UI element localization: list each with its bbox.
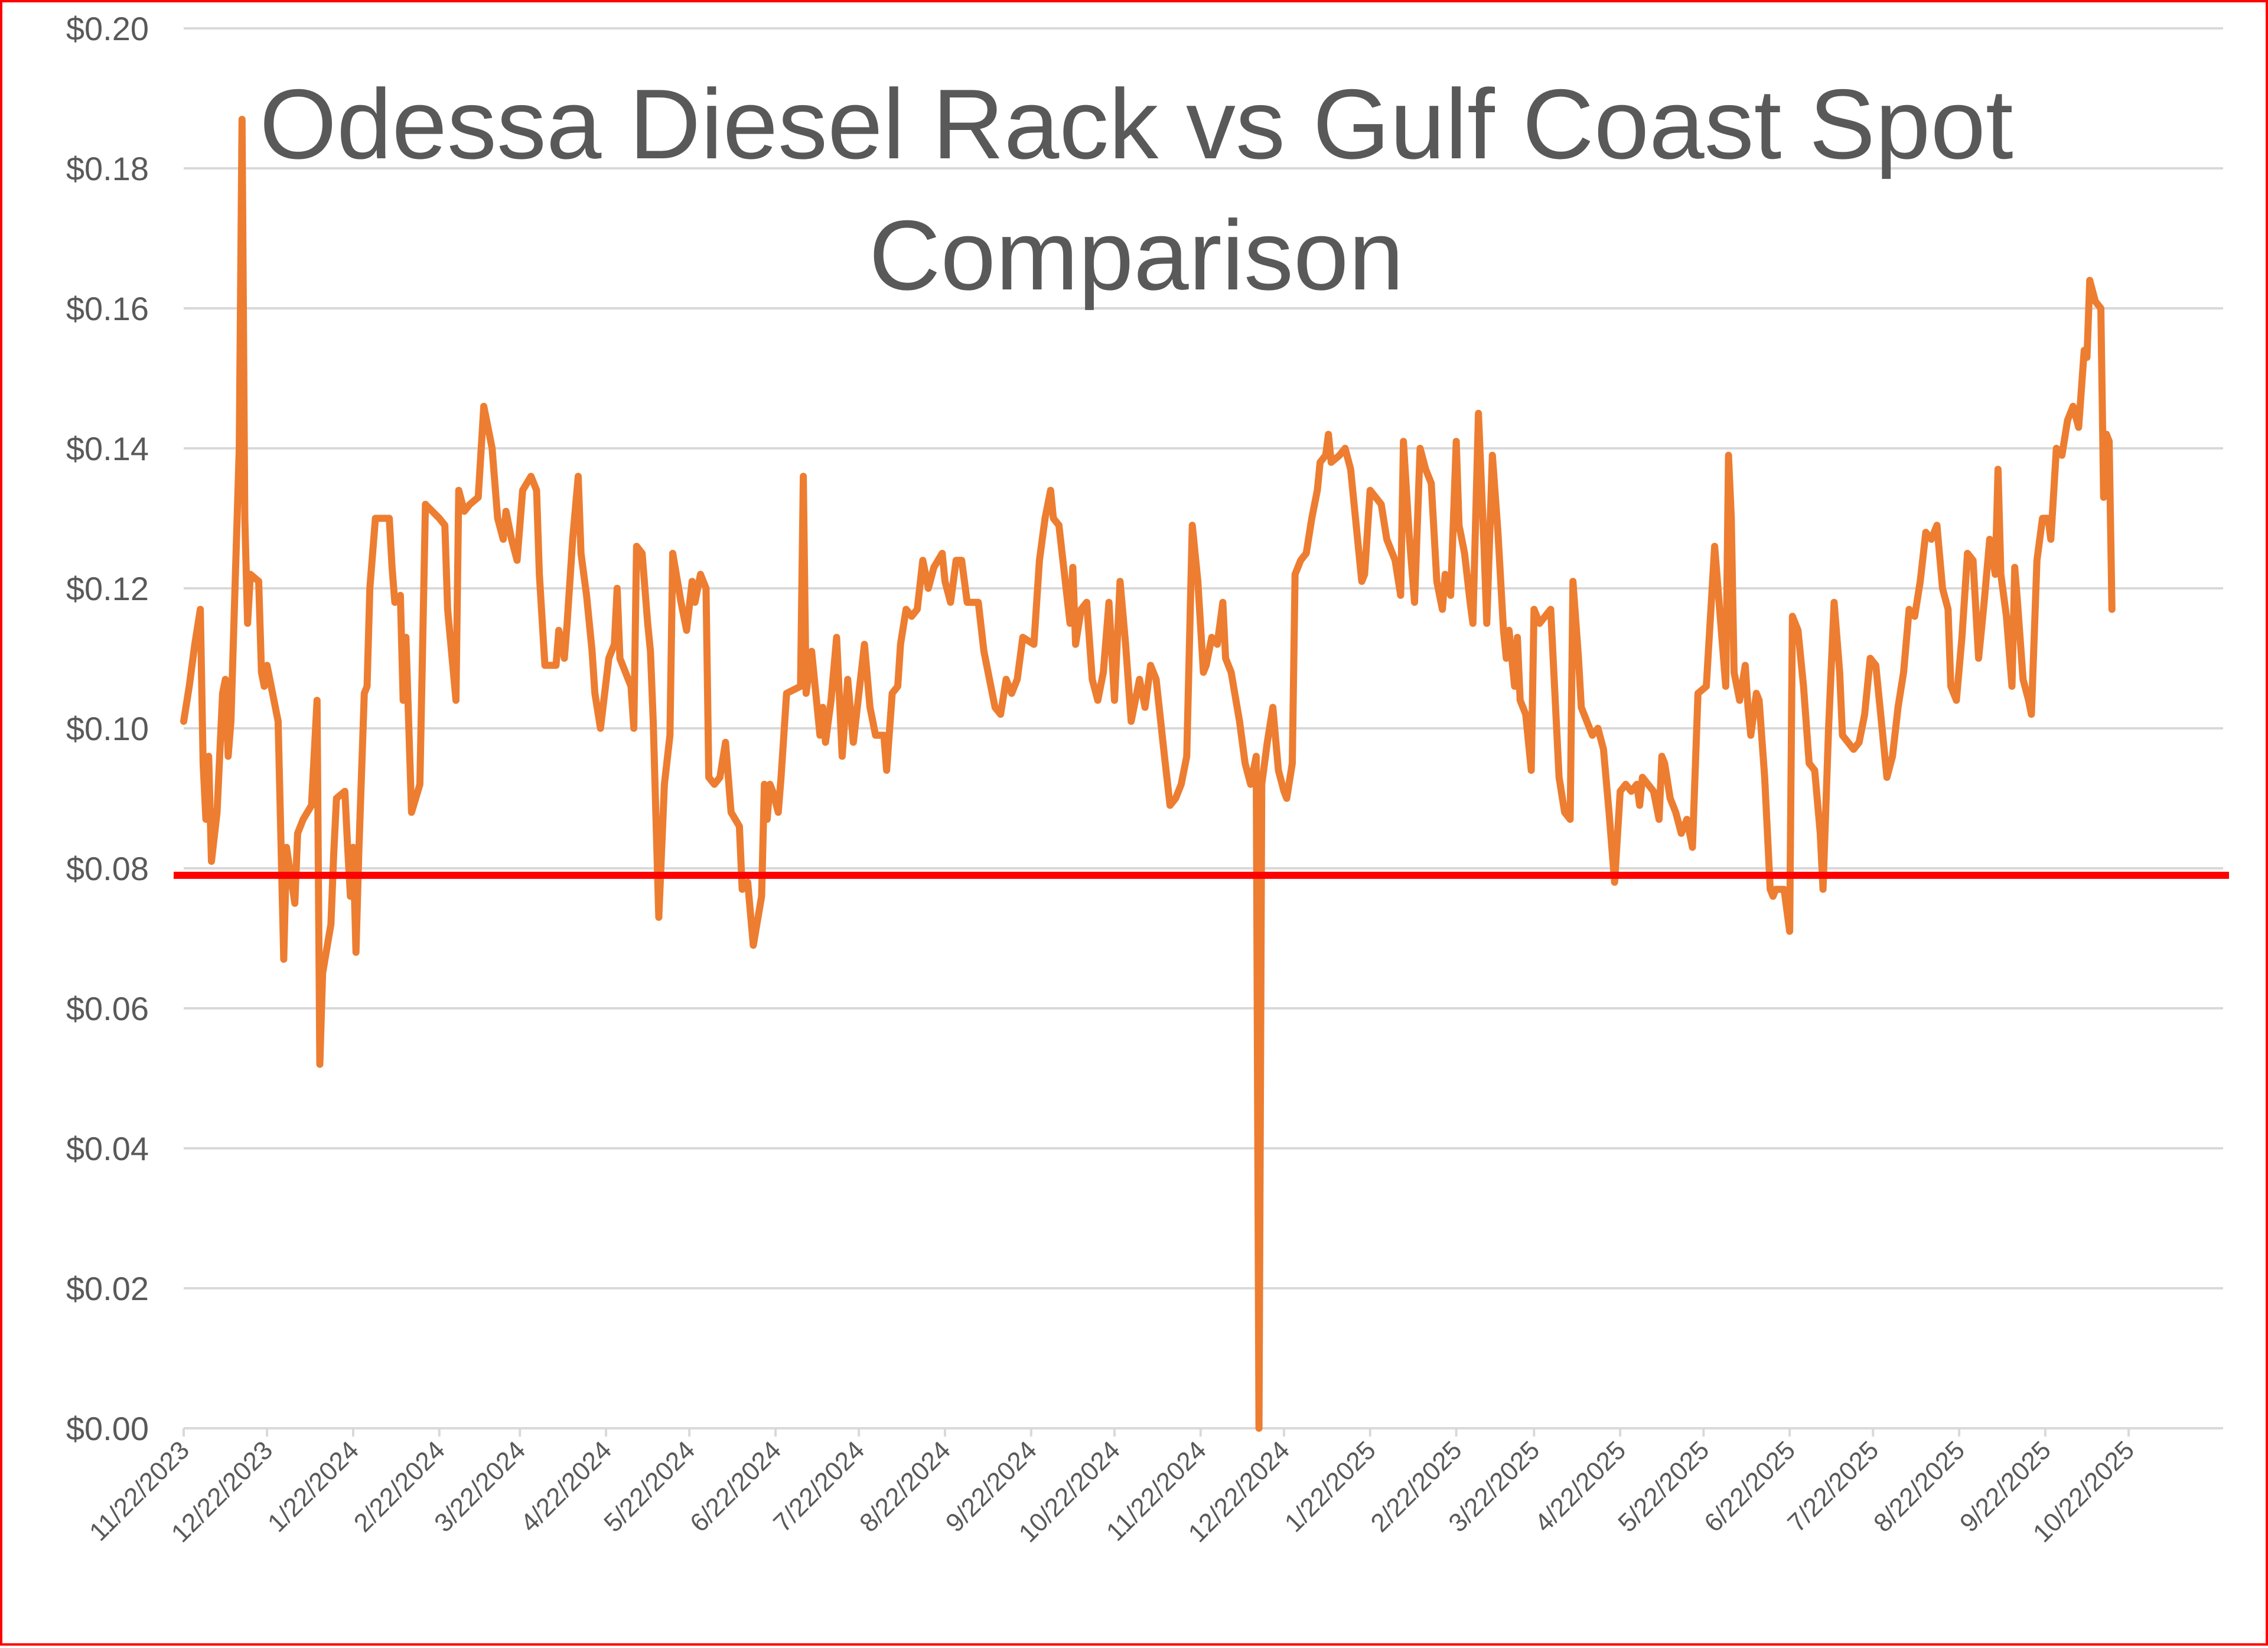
y-tick-label: $0.12 [66, 570, 149, 607]
y-tick-label: $0.00 [66, 1410, 149, 1447]
x-tick-label: 5/22/2024 [598, 1435, 700, 1538]
x-tick-label: 1/22/2025 [1279, 1435, 1381, 1538]
x-tick-label: 7/22/2024 [768, 1435, 870, 1538]
series-line [180, 116, 2116, 1432]
y-axis-tick-labels: $0.00 $0.02 $0.04 $0.06 $0.08 $0.10 $0.12 $0.14… [66, 10, 149, 1447]
y-tick-label: $0.14 [66, 430, 149, 467]
x-tick-label: 8/22/2025 [1868, 1435, 1970, 1538]
x-axis-tick-labels: 11/22/202312/22/20231/22/20242/22/20243/… [84, 1428, 2140, 1548]
y-tick-label: $0.04 [66, 1130, 149, 1167]
y-tick-label: $0.16 [66, 290, 149, 327]
y-tick-label: $0.08 [66, 850, 149, 887]
x-tick-label: 1/22/2024 [262, 1435, 364, 1538]
y-tick-label: $0.18 [66, 150, 149, 187]
y-tick-label: $0.20 [66, 10, 149, 47]
x-tick-label: 8/22/2024 [854, 1435, 956, 1538]
y-tick-label: $0.06 [66, 990, 149, 1027]
x-tick-label: 7/22/2025 [1782, 1435, 1884, 1538]
gridlines [184, 27, 2223, 1429]
y-tick-label: $0.10 [66, 710, 149, 747]
x-tick-label: 5/22/2025 [1612, 1435, 1715, 1538]
x-tick-label: 4/22/2024 [515, 1435, 617, 1538]
x-tick-label: 4/22/2025 [1529, 1435, 1631, 1538]
y-tick-label: $0.02 [66, 1270, 149, 1307]
x-tick-label: 6/22/2024 [685, 1435, 787, 1538]
x-tick-label: 6/22/2025 [1699, 1435, 1801, 1538]
chart-title: Odessa Diesel Rack vs Gulf Coast Spot Co… [259, 69, 2013, 311]
